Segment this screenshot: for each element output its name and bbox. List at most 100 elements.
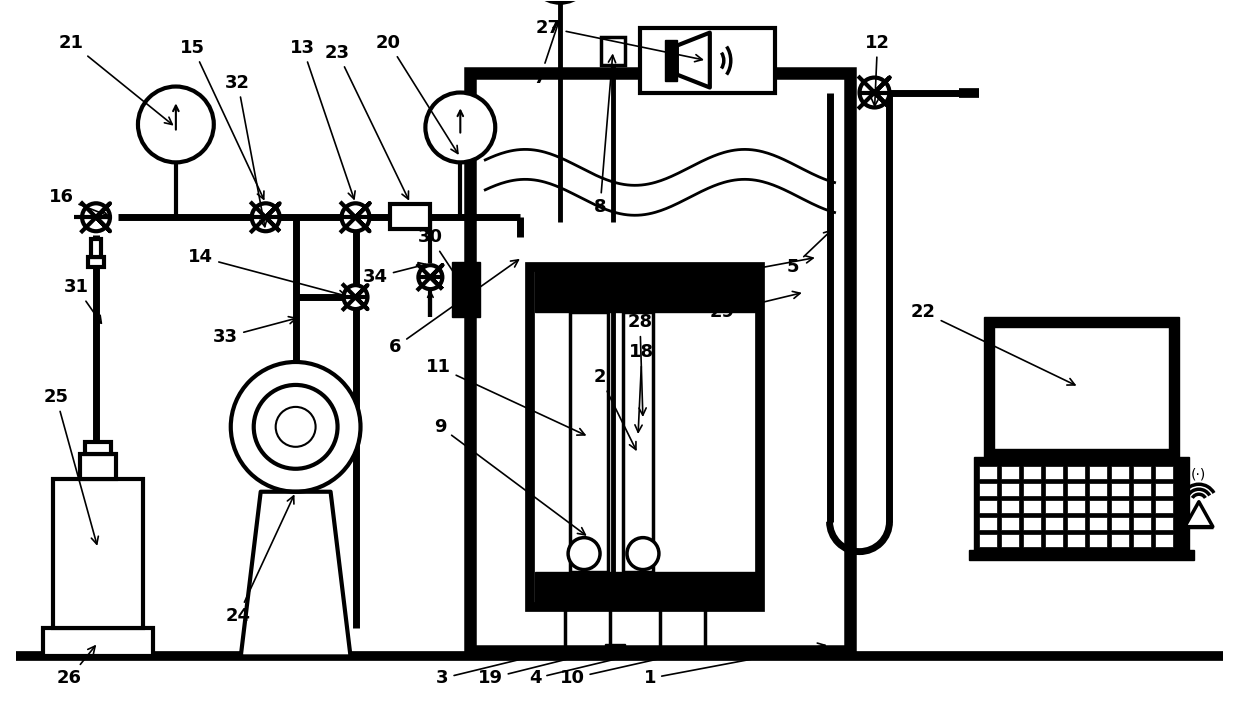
Bar xyxy=(1155,517,1173,530)
Text: 20: 20 xyxy=(375,34,458,153)
Bar xyxy=(1111,517,1129,530)
Circle shape xyxy=(419,265,442,289)
Bar xyxy=(1046,483,1063,496)
Bar xyxy=(1111,534,1129,547)
Polygon shape xyxy=(665,40,676,81)
Bar xyxy=(969,549,1194,560)
Bar xyxy=(1001,534,1020,547)
Text: 33: 33 xyxy=(213,317,296,346)
Bar xyxy=(1001,466,1020,479)
Bar xyxy=(974,457,1189,551)
Bar xyxy=(1132,483,1151,496)
Bar xyxy=(1111,483,1129,496)
Bar xyxy=(90,239,102,257)
Bar xyxy=(641,28,774,93)
Circle shape xyxy=(627,537,659,570)
Text: 3: 3 xyxy=(436,648,560,687)
Circle shape xyxy=(569,537,600,570)
Text: 6: 6 xyxy=(389,260,518,356)
Bar xyxy=(1067,517,1085,530)
Bar xyxy=(989,455,1173,463)
Bar xyxy=(1067,500,1085,513)
Text: 13: 13 xyxy=(290,39,356,199)
Text: 32: 32 xyxy=(225,74,268,227)
Circle shape xyxy=(275,407,316,447)
Bar xyxy=(979,517,997,530)
Bar xyxy=(1089,517,1106,530)
Text: 23: 23 xyxy=(325,44,409,199)
Bar xyxy=(1089,466,1106,479)
Circle shape xyxy=(342,204,369,231)
Bar xyxy=(1155,466,1173,479)
Bar xyxy=(85,442,110,454)
Text: (·): (·) xyxy=(1191,468,1207,481)
Polygon shape xyxy=(1184,502,1213,527)
Bar xyxy=(1023,500,1041,513)
Circle shape xyxy=(254,385,337,469)
Text: 34: 34 xyxy=(363,262,426,286)
Bar xyxy=(1023,466,1041,479)
Bar xyxy=(1046,517,1063,530)
Text: 21: 21 xyxy=(58,34,172,124)
Bar xyxy=(979,500,997,513)
Bar xyxy=(605,644,624,656)
Bar xyxy=(1111,466,1129,479)
Circle shape xyxy=(860,78,890,107)
Bar xyxy=(1046,534,1063,547)
Text: 12: 12 xyxy=(865,34,890,106)
Bar xyxy=(471,73,850,651)
Polygon shape xyxy=(240,492,351,656)
Text: 24: 24 xyxy=(225,496,294,626)
Bar xyxy=(1155,483,1173,496)
Bar xyxy=(53,479,142,629)
Bar xyxy=(1001,500,1020,513)
Bar xyxy=(570,312,608,571)
Bar xyxy=(535,571,755,607)
Text: 22: 22 xyxy=(911,303,1075,385)
Bar xyxy=(390,204,430,229)
Text: 14: 14 xyxy=(188,248,346,298)
Bar xyxy=(979,534,997,547)
Bar xyxy=(994,327,1168,449)
Bar xyxy=(1111,500,1129,513)
Circle shape xyxy=(343,285,368,309)
Bar xyxy=(1001,483,1020,496)
Bar xyxy=(88,257,104,267)
Text: 7: 7 xyxy=(534,22,560,86)
Bar xyxy=(1046,466,1063,479)
Bar xyxy=(1132,517,1151,530)
Bar xyxy=(984,317,1178,457)
Bar xyxy=(601,37,624,64)
Text: 25: 25 xyxy=(43,388,98,544)
Text: 11: 11 xyxy=(426,358,585,435)
Circle shape xyxy=(82,204,110,231)
Text: 15: 15 xyxy=(181,39,264,199)
Text: 4: 4 xyxy=(529,648,655,687)
Bar xyxy=(81,454,116,479)
Text: 18: 18 xyxy=(629,343,654,432)
Text: 29: 29 xyxy=(709,291,800,321)
Bar xyxy=(1023,517,1041,530)
Text: 16: 16 xyxy=(48,188,108,216)
Bar xyxy=(1155,500,1173,513)
Text: 31: 31 xyxy=(63,278,102,323)
Bar xyxy=(1067,483,1085,496)
Bar xyxy=(1089,483,1106,496)
Bar xyxy=(1023,534,1041,547)
Text: 2: 2 xyxy=(593,368,636,450)
Bar xyxy=(535,267,755,312)
Bar xyxy=(623,312,653,571)
Bar xyxy=(43,629,152,656)
Text: 5: 5 xyxy=(787,230,831,276)
Bar xyxy=(1046,500,1063,513)
Text: 26: 26 xyxy=(57,646,95,687)
Bar xyxy=(1089,534,1106,547)
Bar xyxy=(1067,534,1085,547)
Bar xyxy=(1067,466,1085,479)
Bar xyxy=(1023,483,1041,496)
Bar xyxy=(979,483,997,496)
Bar xyxy=(452,262,481,317)
Text: 28: 28 xyxy=(627,313,653,415)
Circle shape xyxy=(528,0,592,3)
Circle shape xyxy=(138,86,214,163)
